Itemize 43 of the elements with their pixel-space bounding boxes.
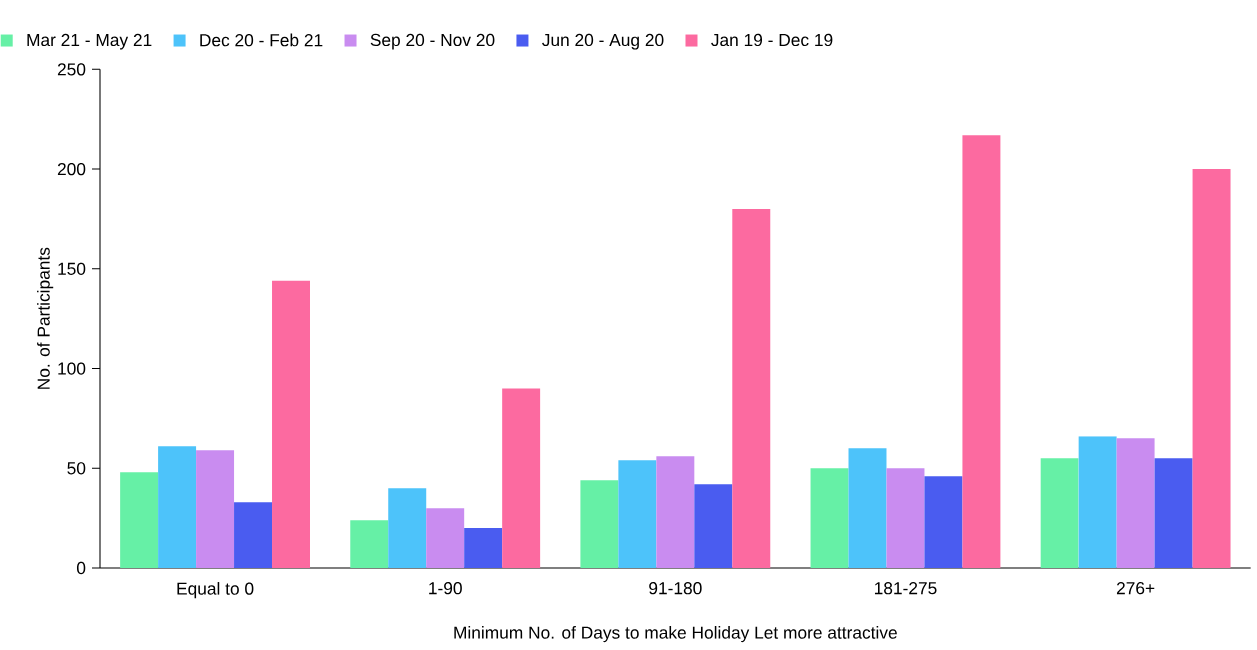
- bar: [962, 135, 1001, 568]
- x-tick-label: 276+: [1116, 582, 1155, 595]
- bar: [158, 446, 197, 568]
- x-axis-title: Minimum No. of Days to make Holiday Let more attractive: [454, 626, 897, 643]
- bar: [388, 488, 427, 568]
- bar: [1192, 169, 1231, 568]
- bar: [120, 472, 159, 568]
- x-tick-label: Equal to 0: [177, 582, 254, 599]
- y-tick-label: 250: [57, 63, 86, 76]
- y-tick-label: 100: [58, 362, 86, 375]
- x-tick-label: 181-275: [874, 582, 937, 595]
- bar: [502, 388, 541, 568]
- y-tick-label: 150: [58, 262, 86, 275]
- bar: [580, 480, 619, 568]
- bar: [1040, 458, 1079, 568]
- bar: [1078, 436, 1117, 568]
- bar: [848, 448, 887, 568]
- bar: [694, 484, 733, 568]
- legend-label: Dec 20 - Feb 21: [200, 33, 323, 47]
- bar: [350, 520, 389, 568]
- y-axis-title: No. of Participants: [37, 247, 54, 389]
- bar: [426, 508, 465, 568]
- bar: [1116, 438, 1155, 568]
- bar: [196, 450, 235, 568]
- y-tick-label: 0: [76, 561, 86, 575]
- x-tick-label: 1-90: [429, 582, 462, 595]
- legend-label: Mar 21 - May 21: [27, 33, 152, 50]
- bar: [656, 456, 695, 568]
- y-tick-label: 200: [57, 162, 86, 176]
- bar: [272, 280, 310, 568]
- legend-label: Jun 20 - Aug 20: [542, 33, 664, 50]
- legend-label: Jan 19 - Dec 19: [711, 33, 833, 47]
- bar: [810, 468, 849, 568]
- bar: [464, 528, 503, 568]
- bar: [732, 208, 771, 568]
- x-tick-label: 91-180: [649, 582, 702, 595]
- legend-label: Sep 20 - Nov 20: [370, 33, 495, 50]
- bar: [234, 502, 273, 568]
- y-tick-label: 50: [67, 462, 86, 475]
- bar: [1154, 458, 1193, 568]
- bar: [618, 460, 657, 568]
- bar: [886, 468, 925, 568]
- bar: [924, 476, 963, 568]
